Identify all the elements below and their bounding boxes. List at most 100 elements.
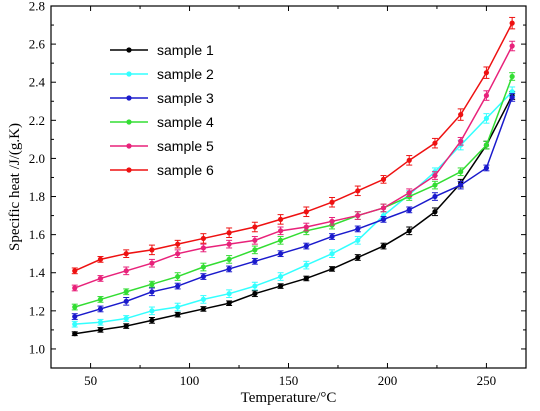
legend-swatch-marker (126, 167, 132, 173)
data-point (252, 283, 258, 289)
data-point (277, 216, 284, 222)
data-point (72, 321, 78, 327)
y-tick-label: 1.8 (29, 189, 45, 204)
legend-swatch-marker (126, 95, 132, 101)
x-tick-label: 250 (477, 373, 497, 388)
data-point (97, 256, 104, 262)
data-point (252, 291, 258, 297)
data-point (483, 142, 490, 148)
data-point (200, 235, 206, 242)
data-point (175, 304, 181, 310)
data-point (72, 285, 78, 291)
data-point (149, 289, 155, 295)
data-point (72, 268, 78, 274)
data-point (277, 237, 284, 243)
data-point (303, 275, 309, 282)
data-point (277, 251, 284, 257)
data-point (458, 138, 464, 144)
data-point (72, 331, 78, 337)
data-point (483, 165, 490, 171)
data-point (149, 317, 155, 323)
data-point (303, 243, 309, 249)
data-point (97, 319, 104, 325)
data-point (200, 245, 206, 251)
data-point (432, 140, 438, 146)
data-point (149, 260, 155, 266)
data-point (432, 172, 438, 179)
data-point (123, 251, 129, 257)
legend-entry: sample 3 (110, 90, 214, 106)
y-tick-label: 1.6 (29, 227, 46, 242)
data-point (200, 273, 206, 280)
data-point (226, 266, 232, 272)
data-point (97, 275, 104, 282)
data-point (252, 247, 258, 253)
data-point (509, 43, 515, 49)
series-6 (71, 16, 516, 275)
legend-entry: sample 2 (110, 66, 214, 82)
y-tick-label: 1.2 (29, 303, 45, 318)
data-point (72, 304, 78, 310)
data-point (483, 70, 490, 76)
legend-label: sample 4 (157, 114, 214, 130)
series-line (74, 95, 513, 335)
data-point (355, 254, 361, 261)
y-tick-label: 1.4 (29, 265, 46, 280)
data-point (329, 233, 335, 240)
legend-label: sample 2 (157, 66, 214, 82)
data-point (355, 212, 361, 219)
data-point (406, 207, 412, 213)
data-point (406, 190, 412, 196)
data-point (200, 306, 206, 312)
data-point (252, 237, 258, 243)
data-point (329, 251, 335, 257)
data-point (277, 228, 284, 234)
y-tick-label: 2.8 (29, 0, 45, 14)
data-point (175, 283, 181, 289)
legend-entry: sample 6 (110, 162, 214, 178)
y-tick-label: 2.4 (29, 75, 46, 90)
data-point (252, 258, 258, 264)
data-point (252, 224, 258, 230)
data-point (458, 112, 464, 118)
data-point (329, 218, 335, 224)
data-point (406, 157, 412, 163)
data-point (200, 264, 206, 270)
data-point (483, 92, 490, 99)
x-tick-label: 150 (279, 373, 299, 388)
data-point (509, 20, 515, 26)
legend-entry: sample 5 (110, 138, 214, 154)
data-point (123, 315, 129, 322)
data-point (175, 241, 181, 247)
data-point (483, 115, 490, 122)
legend: sample 1 sample 2 sample 3 sample 4 sample 5… (110, 42, 214, 178)
y-tick-label: 2.2 (29, 113, 45, 128)
legend-entry: sample 1 (110, 42, 214, 58)
data-point (123, 289, 129, 295)
data-point (303, 224, 309, 230)
data-point (509, 89, 515, 95)
data-point (123, 268, 129, 274)
data-point (226, 256, 232, 262)
x-tick-label: 100 (180, 373, 200, 388)
data-point (406, 228, 412, 234)
legend-label: sample 1 (157, 42, 214, 58)
data-point (123, 298, 129, 304)
x-axis-title: Temperature/°C (241, 390, 337, 406)
data-point (175, 312, 181, 318)
data-point (277, 283, 284, 289)
legend-swatch-marker (126, 119, 132, 125)
series-3 (71, 93, 516, 320)
data-point (226, 291, 232, 297)
data-point (329, 266, 335, 272)
data-point (97, 306, 104, 312)
legend-entry: sample 4 (110, 114, 214, 130)
legend-label: sample 5 (157, 138, 214, 154)
legend-swatch-marker (126, 71, 132, 77)
data-point (458, 182, 464, 188)
series-line (74, 76, 513, 308)
data-point (149, 308, 155, 314)
series-line (74, 45, 513, 289)
series-line (74, 97, 513, 318)
